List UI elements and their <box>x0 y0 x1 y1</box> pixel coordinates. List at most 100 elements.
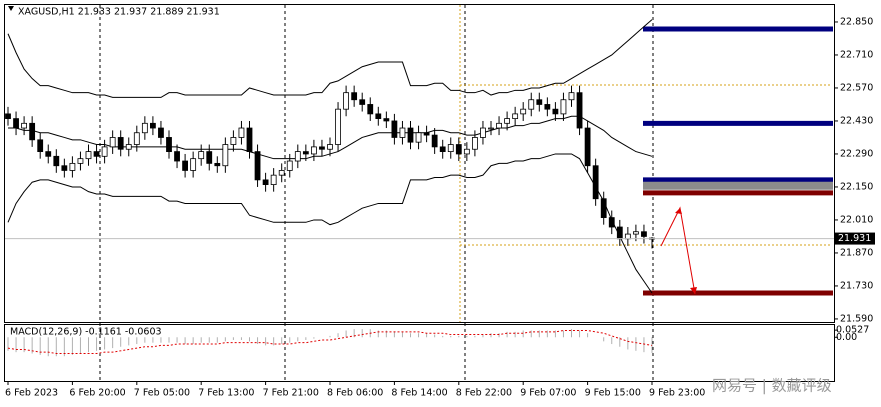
candle-body <box>552 108 559 115</box>
candle-body <box>327 144 333 150</box>
y-tick-label: 22.850 <box>840 16 873 27</box>
arrow-head <box>690 287 697 294</box>
candle-body <box>125 144 132 150</box>
candle-body <box>608 217 615 228</box>
candle-body <box>488 127 494 130</box>
candle-body <box>61 165 68 171</box>
candle-body <box>158 127 164 138</box>
candle-body <box>198 151 205 160</box>
candle-body <box>641 231 647 237</box>
candle-body <box>415 132 422 143</box>
candle-body <box>182 160 189 171</box>
candle-body <box>431 134 438 148</box>
candle-body <box>335 108 341 145</box>
candle-body <box>262 179 269 185</box>
x-tick-label: 9 Feb 07:00 <box>520 388 576 399</box>
candle-body <box>21 122 28 129</box>
candle-body <box>504 118 511 124</box>
candle-body <box>455 144 462 155</box>
candle-body <box>190 158 197 171</box>
y-tick-label: 22.290 <box>840 148 873 159</box>
candle-body <box>230 137 237 145</box>
y-tick-label: 21.870 <box>840 247 873 258</box>
y-tick-label: 22.570 <box>840 82 873 93</box>
candle-body <box>286 160 293 171</box>
candle-body <box>166 137 172 152</box>
candle-body <box>310 146 317 155</box>
candle-body <box>85 151 92 160</box>
candle-body <box>37 139 44 152</box>
candle-body <box>536 99 543 105</box>
candle-body <box>5 113 11 120</box>
candle-body <box>174 151 180 162</box>
candle-body <box>375 113 382 120</box>
chart-title: XAGUSD,H1 21.933 21.937 21.889 21.931 <box>18 7 220 18</box>
y-tick-label: 0.0527 <box>836 325 869 336</box>
candle-body <box>544 104 551 110</box>
candle-body <box>214 162 221 167</box>
candle-body <box>463 148 470 155</box>
candle-body <box>383 118 390 122</box>
x-tick-label: 7 Feb 05:00 <box>134 388 190 399</box>
candle-body <box>69 162 76 171</box>
candle-body <box>423 132 430 136</box>
candle-body <box>399 127 406 138</box>
candle-body <box>77 158 84 164</box>
candle-body <box>592 165 599 200</box>
candle-body <box>13 118 19 129</box>
watermark: 网易号 | 数藏评级 <box>712 377 832 395</box>
candle-body <box>294 151 301 162</box>
candle-body <box>367 104 374 115</box>
x-tick-label: 9 Feb 23:00 <box>649 388 705 399</box>
candle-body <box>512 113 519 120</box>
y-tick-label: 22.430 <box>840 115 873 126</box>
candle-body <box>560 99 567 115</box>
candle-body <box>343 92 350 110</box>
x-tick-label: 8 Feb 06:00 <box>327 388 383 399</box>
y-tick-label: 22.710 <box>840 49 873 60</box>
candle-body <box>600 198 607 218</box>
candle-body <box>45 151 52 157</box>
candle-body <box>117 137 124 150</box>
x-tick-label: 8 Feb 22:00 <box>456 388 512 399</box>
bollinger-band <box>7 19 653 98</box>
candle-body <box>53 155 60 167</box>
x-tick-label: 8 Feb 14:00 <box>391 388 447 399</box>
candle-body <box>101 146 108 157</box>
candle-body <box>391 120 398 138</box>
price-box <box>835 232 875 245</box>
candle-body <box>302 151 309 155</box>
candle-body <box>141 122 148 134</box>
candle-body <box>480 127 486 138</box>
candle-body <box>238 127 245 138</box>
candle-body <box>471 137 478 150</box>
y-tick-label: 21.590 <box>840 313 873 324</box>
candle-body <box>270 174 277 185</box>
candle-body <box>584 127 591 167</box>
candle-body <box>351 92 358 101</box>
candle-body <box>439 146 446 152</box>
candle-body <box>616 226 623 240</box>
x-tick-label: 7 Feb 21:00 <box>263 388 319 399</box>
y-tick-label: 22.010 <box>840 214 873 225</box>
macd-title: MACD(12,26,9) -0.1161 -0.0603 <box>10 327 162 338</box>
candle-body <box>633 231 639 235</box>
candle-body <box>359 99 366 105</box>
x-tick-label: 7 Feb 13:00 <box>198 388 254 399</box>
macd-frame <box>4 324 835 382</box>
bollinger-band <box>7 153 653 294</box>
candle-body <box>319 146 325 150</box>
main-frame <box>4 4 835 323</box>
candle-body <box>206 151 213 164</box>
candle-body <box>278 170 285 176</box>
y-tick-label: 21.730 <box>840 280 873 291</box>
candle-body <box>222 144 229 167</box>
candle-body <box>133 132 140 145</box>
candle-body <box>407 127 414 143</box>
candle-body <box>447 144 454 152</box>
x-tick-label: 6 Feb 2023 <box>5 388 58 399</box>
menu-arrow <box>8 6 14 11</box>
candle-body <box>29 122 36 141</box>
